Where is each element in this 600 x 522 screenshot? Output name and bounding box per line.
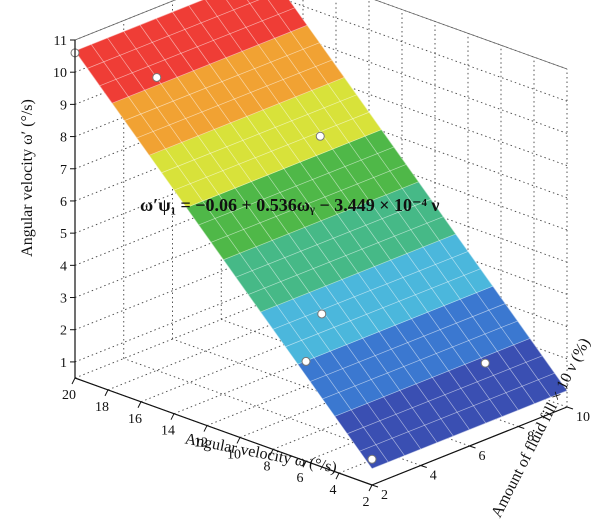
z-tick-label: 1 (60, 356, 67, 371)
x-tick-label: 20 (62, 388, 76, 403)
side-wall-gridline (284, 0, 568, 102)
mesh-line (90, 44, 389, 463)
x-tick-mark (335, 472, 340, 480)
data-point (367, 454, 377, 464)
z-tick-label: 3 (60, 292, 67, 307)
y-tick-mark (469, 445, 476, 449)
x-axis-label: Angular velocity ω (°/s) (184, 431, 339, 477)
mesh-line (172, 11, 470, 430)
z-axis-label: Angular velocity ω′ (°/s) (19, 99, 36, 257)
x-tick-label: 12 (194, 436, 208, 451)
z-tick-label: 8 (60, 131, 67, 146)
x-tick-mark (269, 449, 274, 456)
surface-mesh (74, 0, 568, 469)
surface-layer (74, 0, 568, 469)
mesh-line (246, 0, 535, 404)
side-wall-gridline (269, 90, 568, 199)
mesh-line (226, 0, 519, 411)
y-tick-label: 6 (479, 449, 486, 464)
y-tick-label: 4 (430, 469, 437, 484)
mesh-line (107, 37, 405, 456)
x-tick-mark (170, 413, 175, 420)
x-tick-label: 16 (128, 412, 142, 427)
x-tick-mark (71, 377, 76, 385)
x-tick-mark (302, 460, 307, 468)
x-tick-label: 2 (363, 495, 370, 510)
side-wall-gridline (269, 25, 568, 134)
z-tick-label: 10 (53, 66, 67, 81)
y-tick-mark (371, 484, 379, 488)
x-axis-line (74, 377, 373, 486)
fit-equation: ω′ψ₁ = −0.06 + 0.536ωᵧ − 3.449 × 10⁻⁴ ν (140, 195, 439, 215)
z-tick-label: 4 (60, 259, 67, 274)
x-tick-mark (104, 389, 109, 397)
x-tick-label: 18 (95, 400, 109, 415)
x-tick-mark (368, 484, 373, 492)
y-tick-label: 8 (527, 430, 534, 445)
mesh-line (288, 0, 568, 391)
axes (70, 39, 574, 492)
wall-frame-line (74, 0, 177, 41)
y-tick-mark (420, 465, 427, 468)
x-tick-mark (203, 425, 208, 432)
mesh-line (205, 0, 503, 417)
back-wall-gridline (74, 283, 271, 363)
x-tick-label: 14 (161, 424, 175, 439)
x-tick-mark (137, 401, 142, 409)
mesh-line (155, 18, 454, 437)
data-point (315, 131, 325, 141)
mesh-line (139, 24, 438, 443)
z-tick-label: 6 (60, 195, 67, 210)
side-wall-gridline (269, 58, 568, 166)
x-tick-label: 4 (330, 483, 337, 498)
x-tick-label: 10 (227, 447, 241, 462)
z-tick-label: 7 (60, 163, 67, 178)
data-point (317, 309, 327, 319)
x-tick-label: 8 (264, 459, 271, 474)
side-wall-gridline (269, 122, 568, 231)
x-tick-mark (236, 437, 241, 444)
data-point (480, 358, 490, 368)
y-tick-mark (566, 406, 574, 410)
y-tick-label: 2 (381, 488, 388, 503)
wall-frame-line (374, 0, 568, 70)
data-point (301, 356, 311, 366)
z-tick-label: 11 (54, 34, 67, 49)
data-point (152, 72, 162, 82)
z-tick-label: 9 (60, 98, 67, 113)
x-tick-label: 6 (297, 471, 304, 486)
z-tick-label: 5 (60, 227, 67, 242)
mesh-line (74, 50, 373, 469)
mesh-line (123, 31, 422, 450)
z-tick-label: 2 (60, 324, 67, 339)
y-tick-label: 10 (576, 410, 590, 425)
mesh-line (188, 5, 487, 424)
floor-gridline (123, 358, 421, 466)
mesh-line (267, 0, 552, 398)
y-tick-mark (518, 426, 525, 429)
